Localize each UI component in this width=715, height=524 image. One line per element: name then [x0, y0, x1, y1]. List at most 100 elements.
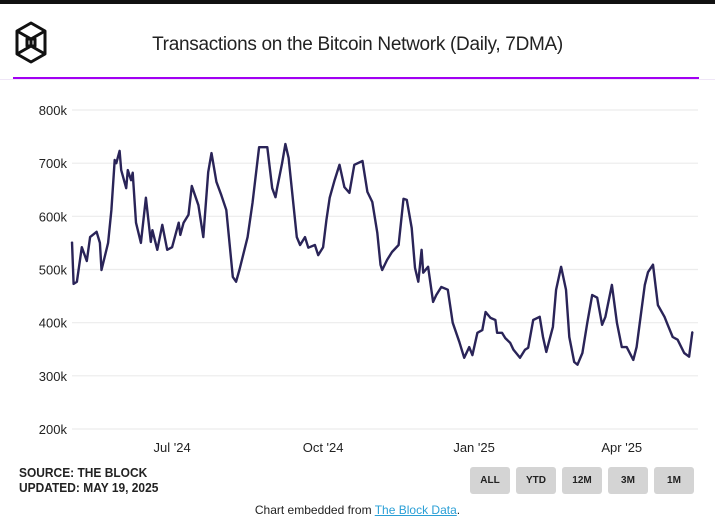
data-point [647, 271, 649, 273]
data-point [150, 241, 152, 243]
y-tick-label: 200k [39, 422, 68, 437]
data-point [519, 357, 521, 359]
series-line [70, 142, 694, 366]
the-block-data-link[interactable]: The Block Data [374, 503, 457, 517]
data-point [238, 269, 240, 271]
data-point [191, 185, 193, 187]
data-point [76, 281, 78, 283]
data-point [329, 197, 331, 199]
data-point [135, 222, 137, 224]
data-point [225, 209, 227, 211]
x-tick-label: Apr '25 [601, 440, 642, 455]
range-ytd-button[interactable]: YTD [516, 467, 556, 494]
data-point [247, 236, 249, 238]
data-point [440, 286, 442, 288]
data-point [406, 199, 408, 201]
range-12m-button[interactable]: 12M [562, 467, 602, 494]
data-point [145, 197, 147, 199]
data-point [691, 331, 693, 333]
data-point [542, 336, 544, 338]
source-info: SOURCE: THE BLOCK UPDATED: MAY 19, 2025 [19, 465, 158, 495]
data-point [114, 159, 116, 161]
data-point [132, 172, 134, 174]
data-point [468, 346, 470, 348]
data-point [591, 294, 593, 296]
data-point [120, 169, 122, 171]
data-point [338, 164, 341, 166]
data-point [626, 346, 628, 348]
data-point [484, 311, 487, 313]
data-point [432, 301, 434, 303]
data-point [463, 357, 465, 359]
range-1m-button[interactable]: 1M [654, 467, 694, 494]
data-point [402, 198, 405, 200]
data-point [576, 364, 579, 366]
y-tick-label: 400k [39, 316, 68, 331]
embed-prefix: Chart embedded from [254, 503, 375, 517]
data-point [596, 297, 598, 299]
data-point [307, 247, 309, 249]
data-point [476, 332, 478, 334]
data-point [573, 361, 575, 363]
data-point [215, 181, 218, 183]
data-point [672, 336, 674, 338]
embed-note: Chart embedded from The Block Data. [0, 503, 715, 517]
data-point [632, 359, 634, 361]
data-point [555, 289, 557, 291]
data-point [420, 249, 423, 251]
data-point [274, 196, 277, 198]
data-point [601, 324, 603, 326]
data-point [501, 332, 503, 334]
data-point [397, 244, 400, 246]
data-point [118, 150, 121, 152]
range-3m-button[interactable]: 3M [608, 467, 648, 494]
data-point [235, 281, 237, 283]
top-bar [0, 0, 715, 4]
y-tick-label: 300k [39, 369, 68, 384]
data-point [494, 319, 497, 321]
data-point [151, 229, 154, 231]
data-point [489, 317, 492, 319]
data-point [166, 249, 168, 251]
data-point [683, 352, 685, 354]
data-point [496, 332, 498, 334]
data-point [471, 354, 474, 356]
data-point [179, 234, 181, 236]
x-tick-label: Jan '25 [453, 440, 495, 455]
data-point [107, 242, 109, 244]
data-point [663, 316, 666, 318]
data-point [197, 204, 199, 206]
data-point [532, 319, 534, 321]
data-point [288, 157, 290, 159]
data-point [676, 339, 679, 341]
data-point [210, 152, 213, 154]
x-tick-label: Oct '24 [303, 440, 344, 455]
data-point [207, 171, 209, 173]
range-buttons: ALL YTD 12M 3M 1M [470, 467, 694, 494]
data-point [512, 349, 515, 351]
data-point [100, 269, 103, 271]
data-point [417, 281, 419, 283]
data-point [202, 236, 204, 238]
data-point [361, 160, 364, 162]
data-point [281, 162, 283, 164]
data-point [458, 341, 460, 343]
range-all-button[interactable]: ALL [470, 467, 510, 494]
data-point [296, 236, 298, 238]
data-point [635, 346, 638, 348]
data-point [581, 352, 584, 354]
data-point [125, 187, 127, 189]
data-point [96, 231, 98, 233]
data-point [527, 347, 529, 349]
data-point [353, 164, 355, 166]
data-point [481, 329, 483, 331]
data-point [130, 179, 132, 181]
data-point [99, 242, 101, 244]
data-point [652, 264, 654, 266]
data-point [386, 259, 388, 261]
data-point [667, 324, 669, 326]
data-point [325, 219, 327, 221]
header-divider [13, 77, 699, 79]
data-point [89, 236, 91, 238]
data-point [452, 322, 454, 324]
